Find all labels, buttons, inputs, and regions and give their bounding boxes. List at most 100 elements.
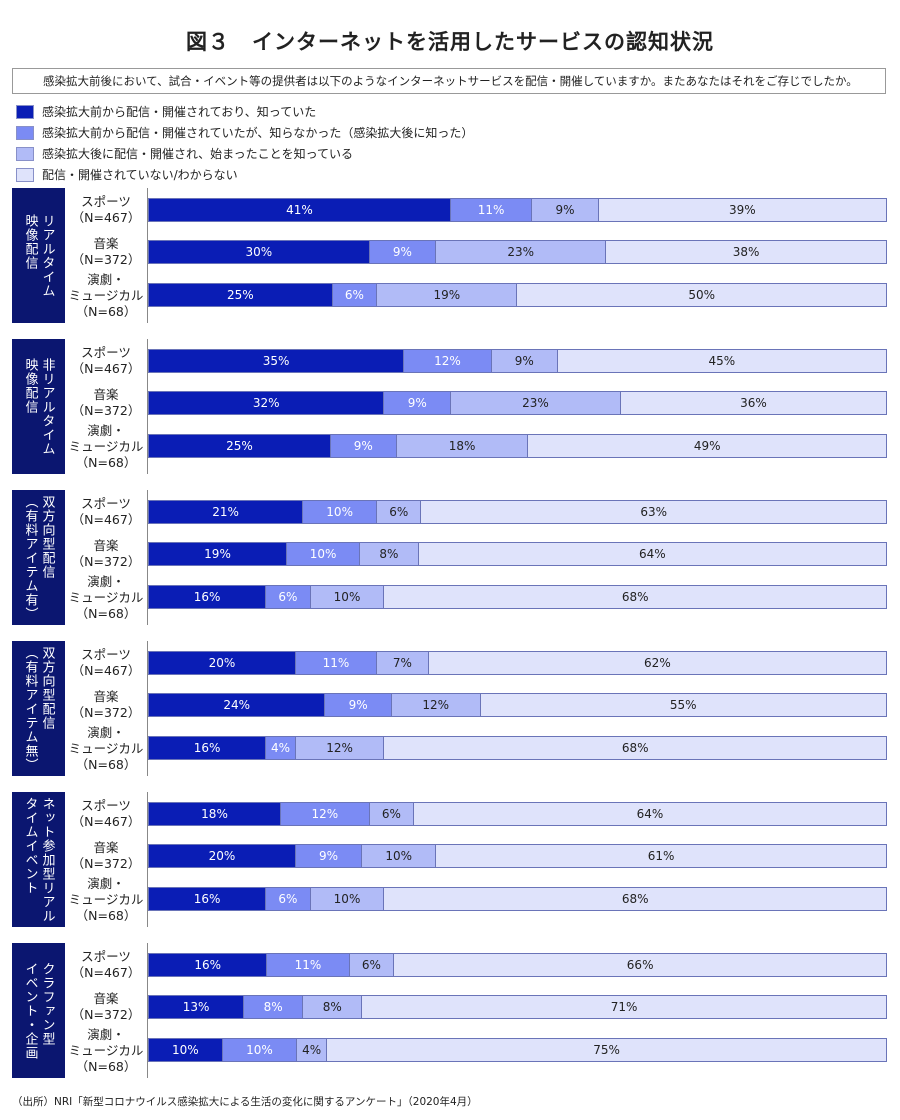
stacked-bar: 13% 8% 8% 71% — [148, 995, 887, 1019]
bar-segment: 10% — [148, 1038, 223, 1062]
bar-segment: 4% — [266, 736, 296, 760]
bar-segment: 4% — [297, 1038, 328, 1062]
bar-segment: 32% — [148, 391, 385, 415]
row-label: 演劇・ ミュージカル （N=68） — [68, 725, 144, 772]
bar-segment: 18% — [396, 434, 529, 458]
group-label: 非リアルタイム 映像配信 — [12, 339, 65, 474]
bar-segment: 9% — [491, 349, 558, 373]
row-label: スポーツ （N=467） — [71, 798, 141, 829]
bar-segment: 25% — [148, 434, 331, 458]
bar-segment: 16% — [148, 585, 267, 609]
bar-segment: 66% — [394, 953, 887, 977]
bar-segment: 18% — [148, 802, 282, 826]
bar-segment: 9% — [384, 391, 451, 415]
chart-title: 図３ インターネットを活用したサービスの認知状況 — [186, 30, 714, 54]
bar-segment: 10% — [362, 844, 437, 868]
bar-segment: 6% — [369, 802, 415, 826]
bar-segment: 71% — [362, 995, 887, 1019]
group-label: リアルタイム 映像配信 — [12, 188, 65, 323]
stacked-bar: 25% 6% 19% 50% — [148, 283, 887, 307]
bar-segment: 6% — [332, 283, 378, 307]
source-note: （出所）NRI「新型コロナウイルス感染拡大による生活の変化に関するアンケート」（… — [12, 1096, 478, 1108]
bar-segment: 30% — [148, 240, 370, 264]
bar-segment: 68% — [384, 585, 887, 609]
legend-label: 配信・開催されていない/わからない — [42, 168, 238, 182]
legend-swatch — [16, 125, 34, 140]
category-axis — [147, 641, 148, 776]
bar-segment: 20% — [148, 651, 296, 675]
bar-segment: 8% — [244, 995, 304, 1019]
group-label: ネット参加型リアル タイムイベント — [12, 792, 65, 927]
row-label: 音楽 （N=372） — [71, 689, 141, 720]
stacked-bar: 24% 9% 12% 55% — [148, 693, 887, 717]
survey-question: 感染拡大前後において、試合・イベント等の提供者は以下のようなインターネットサービ… — [12, 68, 886, 94]
group-label: 双方向型配信 （有料アイテム有） — [12, 490, 65, 625]
bar-segment: 11% — [295, 651, 378, 675]
row-label: 音楽 （N=372） — [71, 538, 141, 569]
bar-segment: 11% — [267, 953, 350, 977]
bar-segment: 23% — [450, 391, 621, 415]
bar-segment: 75% — [327, 1038, 887, 1062]
row-label: スポーツ （N=467） — [71, 647, 141, 678]
group-label-text: クラファン型 イベント・企画 — [22, 961, 55, 1060]
row-label: スポーツ （N=467） — [71, 345, 141, 376]
group-label: 双方向型配信 （有料アイテム無） — [12, 641, 65, 776]
bar-segment: 45% — [557, 349, 887, 373]
bar-segment: 10% — [310, 585, 385, 609]
stacked-bar: 16% 11% 6% 66% — [148, 953, 887, 977]
bar-segment: 36% — [620, 391, 887, 415]
bar-segment: 12% — [281, 802, 370, 826]
bar-segment: 8% — [360, 542, 419, 566]
row-label: 演劇・ ミュージカル （N=68） — [68, 1027, 144, 1074]
bar-segment: 12% — [391, 693, 481, 717]
legend-item: 感染拡大後に配信・開催され、始まったことを知っている — [16, 143, 473, 164]
bar-segment: 12% — [404, 349, 492, 373]
stacked-bar: 10% 10% 4% 75% — [148, 1038, 887, 1062]
category-axis — [147, 490, 148, 625]
bar-segment: 23% — [436, 240, 607, 264]
stacked-bar: 19% 10% 8% 64% — [148, 542, 887, 566]
stacked-bar: 18% 12% 6% 64% — [148, 802, 887, 826]
bar-segment: 16% — [148, 953, 268, 977]
bar-segment: 16% — [148, 887, 267, 911]
bar-segment: 12% — [295, 736, 385, 760]
legend-swatch — [16, 167, 34, 182]
bar-segment: 10% — [303, 500, 378, 524]
group-label-text: 双方向型配信 （有料アイテム有） — [22, 494, 55, 621]
bar-segment: 25% — [148, 283, 333, 307]
bar-segment: 10% — [287, 542, 361, 566]
legend-item: 感染拡大前から配信・開催されていたが、知らなかった（感染拡大後に知った） — [16, 122, 473, 143]
bar-segment: 9% — [325, 693, 392, 717]
bar-segment: 19% — [377, 283, 518, 307]
bar-segment: 68% — [384, 736, 887, 760]
stacked-bar: 20% 9% 10% 61% — [148, 844, 887, 868]
stacked-bar: 16% 6% 10% 68% — [148, 887, 887, 911]
bar-segment: 62% — [428, 651, 887, 675]
bar-segment: 9% — [295, 844, 363, 868]
stacked-bar: 16% 4% 12% 68% — [148, 736, 887, 760]
bar-segment: 16% — [148, 736, 267, 760]
stacked-bar: 16% 6% 10% 68% — [148, 585, 887, 609]
stacked-bar: 32% 9% 23% 36% — [148, 391, 887, 415]
group-label: クラファン型 イベント・企画 — [12, 943, 65, 1078]
bar-segment: 38% — [606, 240, 887, 264]
group-label-text: ネット参加型リアル タイムイベント — [22, 796, 55, 923]
row-label: 音楽 （N=372） — [71, 991, 141, 1022]
bar-segment: 9% — [369, 240, 437, 264]
bar-segment: 21% — [148, 500, 304, 524]
bar-segment: 6% — [377, 500, 422, 524]
stacked-bar: 30% 9% 23% 38% — [148, 240, 887, 264]
legend-label: 感染拡大後に配信・開催され、始まったことを知っている — [42, 147, 354, 161]
bar-segment: 49% — [528, 434, 887, 458]
bar-segment: 63% — [421, 500, 887, 524]
category-axis — [147, 943, 148, 1078]
category-axis — [147, 188, 148, 323]
bar-segment: 10% — [222, 1038, 298, 1062]
legend-swatch — [16, 146, 34, 161]
bar-segment: 10% — [310, 887, 385, 911]
legend-item: 感染拡大前から配信・開催されており、知っていた — [16, 101, 473, 122]
bar-segment: 19% — [148, 542, 288, 566]
bar-segment: 50% — [517, 283, 887, 307]
bar-segment: 55% — [480, 693, 887, 717]
